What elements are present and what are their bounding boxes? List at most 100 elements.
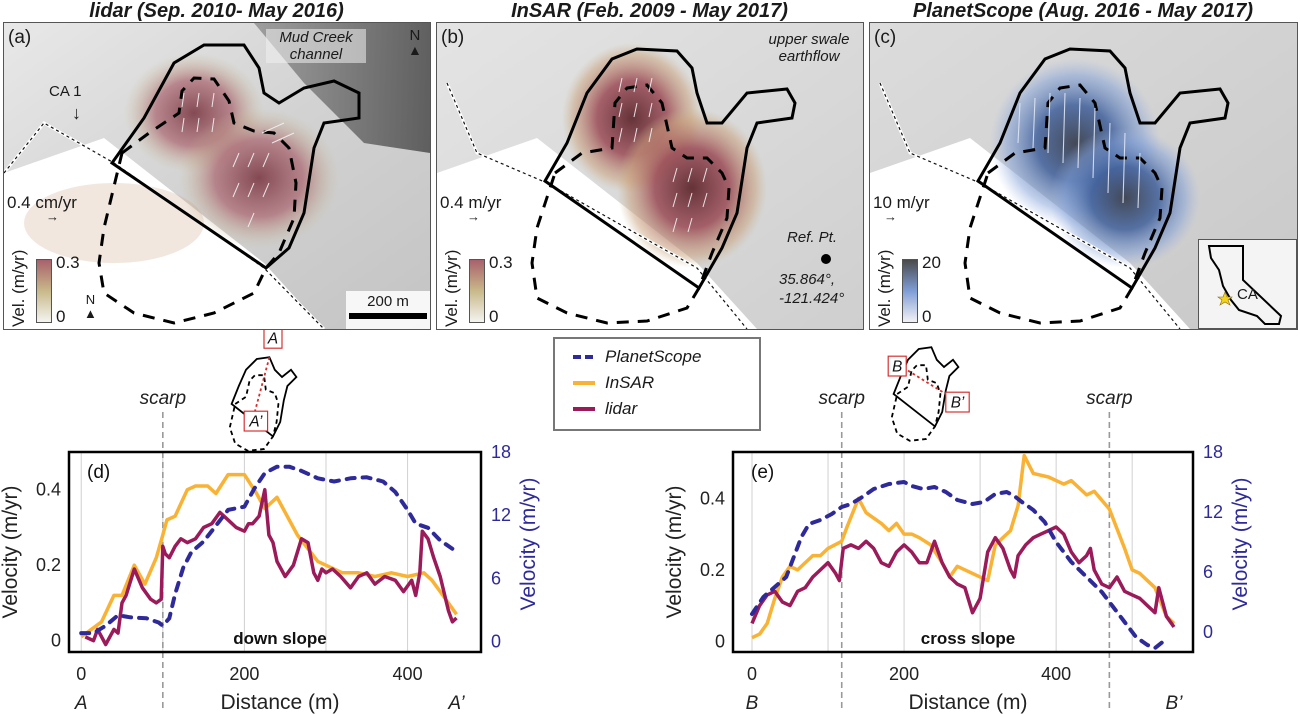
inset-label-box (243, 410, 269, 432)
panel-a-title: lidar (Sep. 2010- May 2016) (89, 0, 344, 22)
map-panel-b: (b) upper swale earthflow 0.4 m/yr → Vel… (436, 22, 864, 330)
x-tick-label: 200 (229, 664, 259, 684)
velocity-vectors-c (1017, 92, 1141, 209)
north-arrow-top: N ▲ (408, 27, 422, 58)
profile-end-label: B’ (1166, 693, 1184, 714)
legend-swatch-insar (573, 381, 595, 385)
legend-swatch-planetscope (573, 355, 595, 359)
colorbar-label-b: Vel. (m/yr) (442, 249, 461, 327)
y-left-axis-label: Velocity (m/yr) (663, 485, 686, 618)
colorbar-min-c: 0 (922, 307, 932, 326)
inset-label-box (887, 355, 907, 377)
ref-point-label: Ref. Pt. (787, 229, 838, 246)
y-right-tick-label: 18 (491, 442, 511, 462)
inset-label-box (945, 391, 970, 413)
inset-label-start: A (267, 331, 278, 348)
ref-point-lat: 35.864°, (779, 271, 836, 288)
y-left-tick-label: 0.4 (700, 488, 725, 508)
map-panel-c: (c) 10 m/yr → Vel. (m/yr) 20 0 CA (869, 22, 1298, 330)
profile-line-red (254, 356, 271, 412)
y-left-tick-label: 0 (715, 631, 725, 651)
series-line-lidar (84, 487, 458, 647)
colorbar-max-b: 0.3 (489, 253, 513, 272)
y-left-tick-label: 0 (51, 631, 61, 651)
legend-label-insar: InSAR (605, 373, 655, 392)
x-tick-label: 200 (889, 664, 919, 684)
legend-item-planetscope: PlanetScope (573, 347, 701, 367)
scarp-label: scarp (818, 388, 864, 409)
profile-inset: A A’ (228, 330, 298, 452)
chart-legend: PlanetScope InSAR lidar (553, 337, 761, 431)
colorbar-label-a: Vel. (m/yr) (9, 249, 28, 327)
vector-scale-b: 0.4 m/yr (440, 193, 502, 212)
ref-point-lon: -121.424° (779, 290, 845, 307)
vector-scale-c: 10 m/yr (873, 193, 930, 212)
inset-label-end: B’ (951, 395, 965, 412)
profile-label: cross slope (921, 629, 1016, 648)
profile-inset: B B’ (887, 346, 970, 442)
inset-state-label: CA (1237, 286, 1258, 303)
california-inset: CA (1198, 239, 1297, 329)
colorbar-min-a: 0 (56, 307, 66, 326)
x-tick-label: 400 (1041, 664, 1071, 684)
vector-scale-arrow-icon: → (46, 209, 59, 224)
x-tick-label: 400 (393, 664, 423, 684)
vector-scale-arrow-icon: → (884, 209, 897, 224)
inset-outline (892, 346, 960, 428)
x-axis-label: Distance (m) (908, 691, 1027, 714)
colorbar-c (902, 259, 918, 323)
hillshade-a (4, 23, 430, 329)
y-right-tick-label: 18 (1203, 442, 1223, 462)
scarp-label: scarp (140, 388, 186, 409)
ca1-arrow-icon: ↓ (72, 103, 81, 123)
y-right-tick-label: 12 (491, 505, 511, 525)
plot-frame (731, 450, 1195, 654)
plot-frame (67, 450, 483, 654)
chart-d: scarp (d) down slope 0 200 400 0 0.2 0.4 0 6 12 18 Di… (0, 330, 540, 714)
x-tick-label: 0 (76, 664, 86, 684)
profile-end-label: A’ (447, 693, 465, 714)
y-left-tick-label: 0.4 (36, 480, 61, 500)
upper-swale-label: upper swale earthflow (768, 31, 850, 65)
ref-point-marker (821, 254, 831, 264)
inset-dashed-outline (890, 364, 942, 442)
panel-c-title: PlanetScope (Aug. 2016 - May 2017) (912, 0, 1254, 22)
y-right-tick-label: 6 (1203, 562, 1213, 582)
panel-label: (d) (87, 462, 110, 483)
y-right-axis-label: Velocity (m/yr) (1229, 477, 1252, 610)
ca1-road-label: CA 1 (49, 83, 82, 100)
colorbar-label-c: Vel. (m/yr) (875, 249, 894, 327)
series-line-planetscope (750, 480, 1165, 650)
series-line-insar (751, 453, 1176, 640)
panel-b-title: InSAR (Feb. 2009 - May 2017) (511, 0, 788, 22)
inset-outline (230, 356, 298, 438)
hillshade-b (437, 23, 863, 329)
y-left-tick-label: 0.2 (36, 555, 61, 575)
panel-label-c: (c) (874, 27, 897, 48)
inset-label-box (263, 330, 283, 349)
y-right-tick-label: 0 (491, 631, 501, 651)
panel-label-b: (b) (441, 27, 465, 48)
profile-label: down slope (233, 629, 327, 648)
velocity-vectors-a (181, 92, 295, 228)
series-line-lidar (750, 525, 1176, 629)
legend-label-lidar: lidar (605, 399, 638, 418)
series-line-planetscope (79, 464, 455, 636)
legend-label-planetscope: PlanetScope (605, 347, 702, 366)
series-line-insar (80, 472, 458, 639)
panel-label-a: (a) (8, 27, 32, 48)
y-left-axis-label: Velocity (m/yr) (0, 485, 22, 618)
map-panel-a: (a) Mud Creek channel CA 1 ↓ N ▲ 0.4 cm/y… (3, 22, 431, 330)
inset-dashed-outline (228, 374, 280, 452)
y-right-axis-label: Velocity (m/yr) (517, 477, 540, 610)
colorbar-max-a: 0.3 (56, 253, 80, 272)
inset-label-start: B (892, 359, 902, 376)
inset-label-end: A’ (248, 414, 263, 431)
profile-line-red (907, 369, 947, 395)
vector-scale-a: 0.4 cm/yr (7, 193, 77, 212)
scarp-label: scarp (1086, 388, 1132, 409)
legend-swatch-lidar (573, 407, 595, 411)
star-icon (1217, 291, 1233, 306)
chart-e: scarp scarp (e) cross slope 0 200 400 0 0.2 0.4 0 6… (663, 346, 1252, 714)
colorbar-a (36, 259, 52, 323)
